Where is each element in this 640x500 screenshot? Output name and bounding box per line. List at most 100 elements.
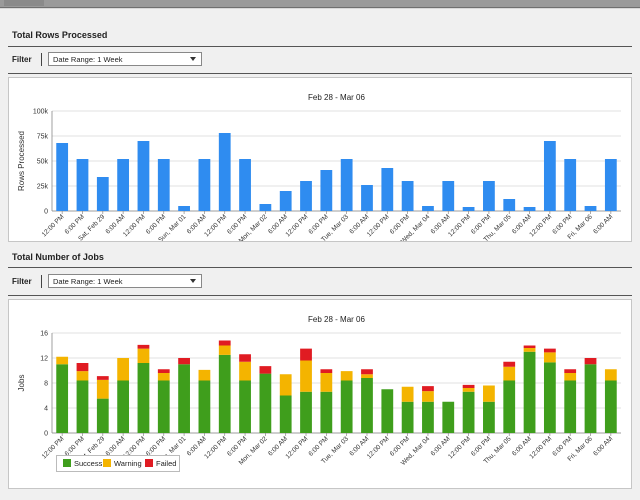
y-tick-label: 12 bbox=[40, 356, 48, 363]
x-tick-label: 12:00 PM bbox=[285, 213, 310, 238]
bar-segment-warning bbox=[462, 388, 475, 392]
legend-swatch bbox=[63, 459, 71, 467]
bar-segment-warning bbox=[96, 379, 109, 399]
bar-segment-success bbox=[543, 362, 556, 433]
x-tick-label: 12:00 PM bbox=[528, 213, 553, 238]
bar bbox=[604, 159, 617, 211]
y-tick-label: 0 bbox=[44, 431, 48, 438]
bar-segment-warning bbox=[239, 361, 251, 381]
bar bbox=[259, 204, 272, 211]
x-tick-label: 12:00 PM bbox=[447, 435, 472, 460]
rows-date-range-select[interactable]: Date Range: 1 Week bbox=[48, 52, 202, 66]
y-tick-label: 8 bbox=[44, 381, 48, 388]
bar bbox=[564, 159, 577, 211]
bar-segment-warning bbox=[218, 345, 231, 355]
bar-segment-warning bbox=[543, 352, 556, 363]
x-tick-label: 12:00 PM bbox=[366, 213, 391, 238]
bar bbox=[462, 207, 475, 211]
bar-segment-success bbox=[442, 401, 455, 433]
bar-segment-success bbox=[218, 354, 231, 433]
bar-segment-success bbox=[401, 401, 414, 433]
legend-label: Warning bbox=[114, 459, 142, 468]
jobs-filter-row: Filter Date Range: 1 Week bbox=[0, 271, 640, 293]
bar-segment-failed bbox=[523, 345, 536, 348]
y-tick-label: 0 bbox=[44, 209, 48, 216]
bar-segment-failed bbox=[584, 358, 597, 365]
bar-segment-failed bbox=[259, 366, 272, 374]
bar-segment-success bbox=[584, 364, 597, 433]
chart-title: Feb 28 - Mar 06 bbox=[308, 93, 365, 102]
bar bbox=[157, 159, 170, 211]
bar-segment-success bbox=[483, 401, 495, 433]
y-tick-label: 25k bbox=[37, 184, 49, 191]
y-tick-label: 75k bbox=[37, 134, 49, 141]
bar-segment-success bbox=[198, 380, 211, 433]
bar-segment-success bbox=[361, 378, 373, 433]
bar-segment-warning bbox=[523, 348, 536, 352]
bar-segment-failed bbox=[239, 354, 251, 362]
bar bbox=[523, 207, 536, 211]
x-tick-label: 12:00 PM bbox=[447, 213, 472, 238]
bar bbox=[503, 199, 516, 211]
bar bbox=[320, 170, 333, 211]
bar bbox=[543, 141, 556, 211]
bar-segment-failed bbox=[320, 369, 333, 373]
bar-segment-success bbox=[462, 391, 475, 433]
bar-segment-success bbox=[157, 380, 170, 433]
bar-segment-success bbox=[76, 380, 89, 433]
bar-segment-warning bbox=[300, 360, 312, 392]
bar-segment-warning bbox=[117, 358, 130, 381]
window-title-bar bbox=[0, 0, 640, 8]
y-tick-label: 16 bbox=[40, 331, 48, 338]
bar-segment-warning bbox=[320, 373, 333, 392]
chevron-down-icon bbox=[190, 279, 196, 283]
bar bbox=[56, 143, 69, 211]
bar-segment-success bbox=[279, 395, 292, 433]
y-tick-label: 4 bbox=[44, 406, 48, 413]
bar-segment-warning bbox=[604, 369, 617, 381]
rows-chart-panel: Feb 28 - Mar 06 Rows Processed 0 25k 50k 75k 1… bbox=[8, 77, 632, 245]
bar-segment-success bbox=[56, 364, 69, 433]
section-divider bbox=[8, 46, 632, 47]
bar bbox=[218, 133, 231, 211]
bar bbox=[340, 159, 353, 211]
bar-segment-success bbox=[96, 398, 109, 433]
bar bbox=[198, 159, 211, 211]
bar-segment-success bbox=[117, 380, 130, 433]
x-tick-label: 12:00 PM bbox=[203, 213, 228, 238]
select-value: Date Range: 1 Week bbox=[53, 55, 123, 64]
legend-item-warning: Warning bbox=[103, 459, 142, 468]
x-tick-label: 12:00 PM bbox=[528, 435, 553, 460]
bar-segment-warning bbox=[198, 369, 211, 381]
legend-swatch bbox=[145, 459, 153, 467]
bar-segment-failed bbox=[300, 348, 312, 361]
rows-filter-row: Filter Date Range: 1 Week bbox=[0, 49, 640, 71]
bar-segment-failed bbox=[76, 363, 89, 372]
bar-segment-failed bbox=[503, 361, 516, 367]
bar bbox=[117, 159, 130, 211]
legend-swatch bbox=[103, 459, 111, 467]
rows-section-title: Total Rows Processed bbox=[12, 30, 108, 40]
jobs-date-range-select[interactable]: Date Range: 1 Week bbox=[48, 274, 202, 288]
filter-label: Filter bbox=[12, 277, 32, 286]
bar-segment-success bbox=[300, 391, 312, 433]
bar bbox=[137, 141, 150, 211]
bar bbox=[178, 206, 190, 211]
bar-segment-success bbox=[178, 364, 190, 433]
bar-segment-warning bbox=[137, 348, 150, 363]
bar bbox=[239, 159, 251, 211]
bar-segment-warning bbox=[564, 373, 577, 381]
bar-segment-failed bbox=[218, 340, 231, 346]
y-tick-label: 50k bbox=[37, 159, 49, 166]
filter-separator bbox=[41, 275, 42, 288]
bar-segment-failed bbox=[137, 344, 150, 349]
filter-separator bbox=[41, 53, 42, 66]
bar-segment-warning bbox=[279, 374, 292, 396]
bar bbox=[381, 168, 394, 211]
bar bbox=[361, 185, 373, 211]
bar-segment-failed bbox=[422, 386, 434, 392]
bar-segment-failed bbox=[361, 369, 373, 375]
bar-segment-failed bbox=[96, 376, 109, 380]
y-tick-label: 100k bbox=[33, 109, 49, 116]
rows-processed-chart: Feb 28 - Mar 06 Rows Processed 0 25k 50k 75k 1… bbox=[17, 93, 621, 245]
